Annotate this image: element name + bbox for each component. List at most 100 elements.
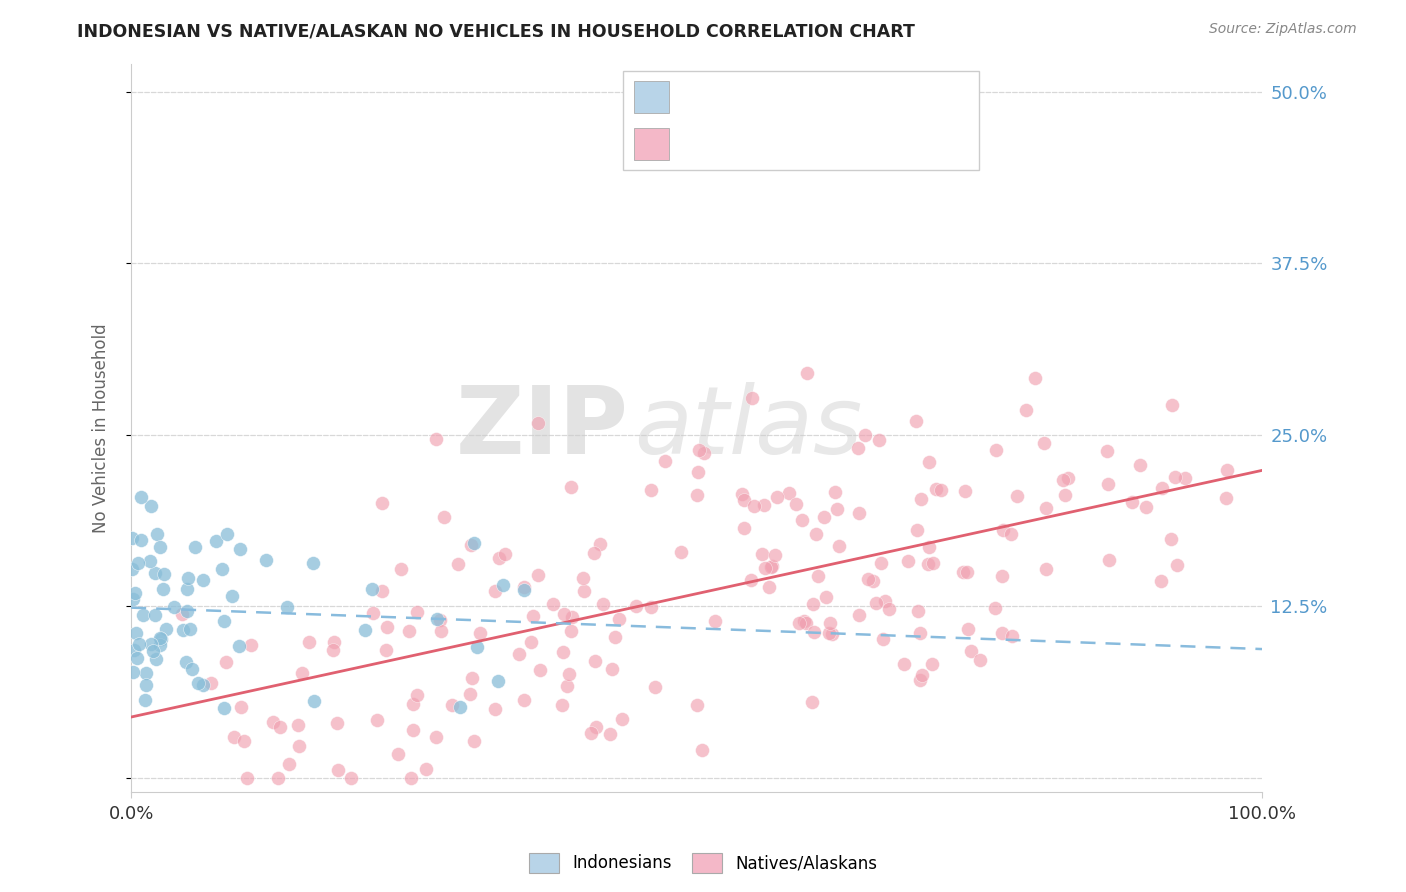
Point [583, 546, 606, 560]
Point [754, 561, 776, 575]
Point [361, 582, 384, 596]
Point [624, 599, 647, 613]
Point [240, 638, 263, 652]
Point [1215, 463, 1237, 477]
Point [191, 573, 214, 587]
Point [205, 534, 228, 549]
Point [1024, 370, 1046, 384]
Point [818, 615, 841, 630]
Point [149, 632, 172, 646]
Point [1160, 398, 1182, 412]
Point [322, 635, 344, 649]
Point [277, 757, 299, 772]
Point [910, 673, 932, 687]
Point [146, 526, 169, 541]
Point [918, 540, 941, 554]
Point [904, 414, 927, 428]
Point [846, 441, 869, 455]
Point [135, 666, 157, 681]
Point [897, 554, 920, 568]
Point [200, 676, 222, 690]
Point [873, 594, 896, 608]
Point [143, 608, 166, 623]
Point [1128, 458, 1150, 472]
Point [761, 558, 783, 573]
Point [291, 666, 314, 681]
Point [370, 496, 392, 510]
Point [125, 626, 148, 640]
Point [688, 465, 710, 479]
Point [603, 630, 626, 644]
Point [254, 553, 277, 567]
Point [267, 771, 290, 785]
Point [761, 560, 783, 574]
Point [910, 492, 932, 507]
Point [526, 568, 548, 582]
Point [751, 547, 773, 561]
Point [803, 624, 825, 639]
Point [853, 428, 876, 442]
Point [801, 597, 824, 611]
Point [122, 665, 145, 680]
Point [449, 700, 471, 714]
Point [125, 651, 148, 665]
Point [952, 565, 974, 579]
Point [405, 605, 427, 619]
Point [405, 688, 427, 702]
Point [122, 643, 145, 657]
Point [149, 638, 172, 652]
Point [1121, 495, 1143, 509]
Point [121, 532, 143, 546]
Point [486, 674, 509, 689]
Point [574, 584, 596, 599]
Point [494, 548, 516, 562]
Point [957, 622, 980, 636]
Point [488, 550, 510, 565]
Point [139, 554, 162, 568]
Point [229, 700, 252, 714]
Point [142, 644, 165, 658]
Point [790, 513, 813, 527]
Text: Source: ZipAtlas.com: Source: ZipAtlas.com [1209, 22, 1357, 37]
Point [430, 624, 453, 639]
Point [460, 538, 482, 552]
Point [172, 623, 194, 637]
Point [553, 607, 575, 621]
Point [1035, 500, 1057, 515]
Point [917, 557, 939, 571]
Point [128, 637, 150, 651]
Point [758, 580, 780, 594]
Point [740, 573, 762, 587]
Point [163, 600, 186, 615]
Point [288, 739, 311, 753]
Point [589, 537, 612, 551]
Point [969, 653, 991, 667]
Point [818, 625, 841, 640]
Point [458, 687, 481, 701]
Point [990, 569, 1012, 583]
Point [465, 640, 488, 654]
Point [176, 582, 198, 596]
Point [399, 771, 422, 785]
Point [301, 556, 323, 570]
Point [508, 647, 530, 661]
Point [644, 680, 666, 694]
Point [921, 657, 943, 671]
Point [1000, 526, 1022, 541]
Point [796, 366, 818, 380]
Point [733, 521, 755, 535]
Point [703, 614, 725, 628]
Point [232, 734, 254, 748]
Point [1056, 471, 1078, 485]
Point [522, 608, 544, 623]
Point [1054, 488, 1077, 502]
Point [155, 622, 177, 636]
Point [387, 747, 409, 761]
Point [340, 771, 363, 785]
Point [925, 482, 948, 496]
Point [179, 622, 201, 636]
Point [579, 726, 602, 740]
Point [865, 596, 887, 610]
Point [512, 693, 534, 707]
Point [807, 569, 830, 583]
